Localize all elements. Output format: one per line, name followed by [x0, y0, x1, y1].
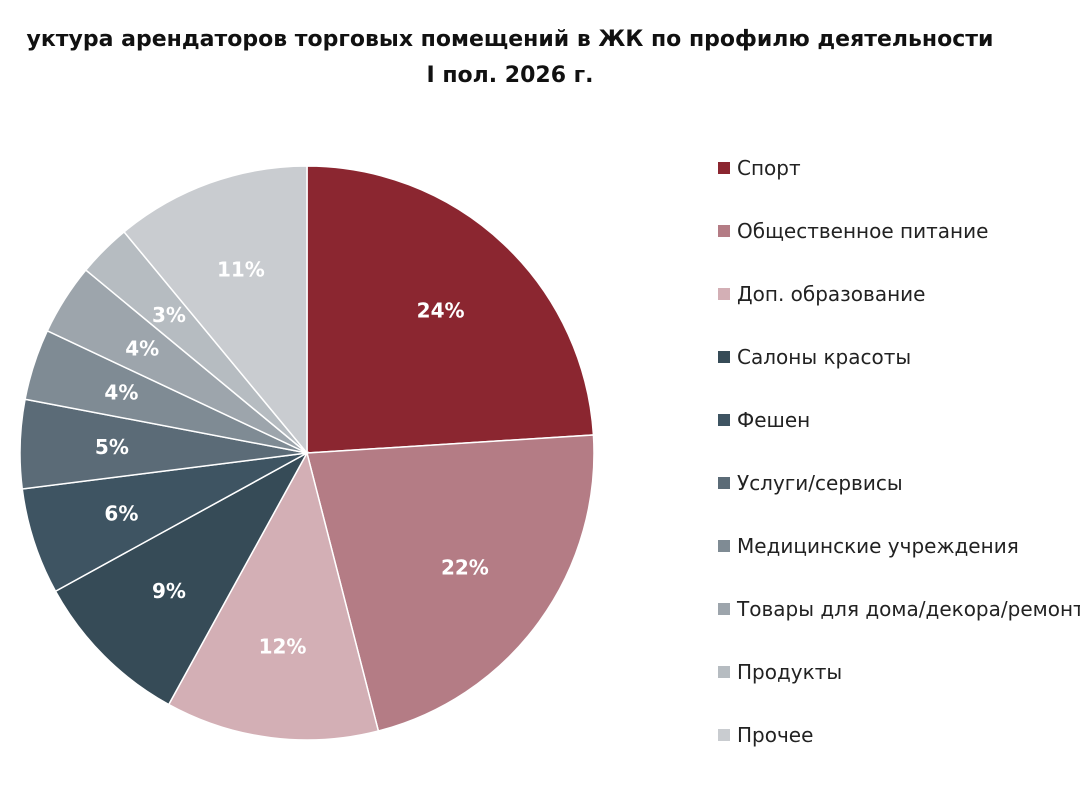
slice-label-1: 22%	[441, 556, 489, 580]
chart-title-line-1: уктура арендаторов торговых помещений в …	[26, 27, 994, 52]
legend-label-3: Салоны красоты	[737, 345, 912, 369]
legend-item-3: Салоны красоты	[716, 339, 1080, 402]
pie-slice-3	[54, 451, 309, 706]
legend-label-9: Прочее	[737, 723, 814, 747]
legend-item-2: Доп. образование	[716, 276, 1080, 339]
legend-label-8: Продукты	[737, 660, 843, 684]
legend-swatch-4	[718, 414, 730, 426]
legend-item-5: Услуги/сервисы	[716, 465, 1080, 528]
legend-item-4: Фешен	[716, 402, 1080, 465]
pie-slice-1	[306, 434, 595, 732]
legend-swatch-3	[718, 351, 730, 363]
legend-label-5: Услуги/сервисы	[737, 471, 903, 495]
legend-label-4: Фешен	[737, 408, 811, 432]
slice-label-4: 6%	[104, 501, 138, 525]
legend-label-7: Товары для дома/декора/ремонта	[737, 597, 1080, 621]
legend-item-8: Продукты	[716, 654, 1080, 717]
legend-item-9: Прочее	[716, 717, 1080, 780]
pie-slice-2	[167, 450, 380, 741]
slice-label-3: 9%	[152, 579, 186, 603]
legend-swatch-1	[718, 225, 730, 237]
legend-item-6: Медицинские учреждения	[716, 528, 1080, 591]
legend-swatch-0	[718, 162, 730, 174]
legend-item-1: Общественное питание	[716, 213, 1080, 276]
slice-label-7: 4%	[125, 336, 159, 360]
chart-title-line-2: I пол. 2026 г.	[426, 63, 594, 88]
slice-label-8: 3%	[152, 303, 186, 327]
legend-label-2: Доп. образование	[737, 282, 926, 306]
legend-swatch-9	[718, 729, 730, 741]
pie-slice-0	[306, 165, 595, 454]
chart-title: уктура арендаторов торговых помещений в …	[0, 22, 1020, 94]
slice-label-6: 4%	[104, 381, 138, 405]
legend-swatch-6	[718, 540, 730, 552]
legend: Спорт Общественное питание Доп. образовани…	[716, 150, 1080, 780]
slice-label-2: 12%	[259, 635, 307, 659]
slice-label-9: 11%	[217, 257, 265, 281]
legend-swatch-5	[718, 477, 730, 489]
slice-label-5: 5%	[95, 435, 129, 459]
legend-item-0: Спорт	[716, 150, 1080, 213]
legend-swatch-8	[718, 666, 730, 678]
slice-label-0: 24%	[417, 299, 465, 323]
legend-label-0: Спорт	[737, 156, 801, 180]
legend-label-1: Общественное питание	[737, 219, 989, 243]
legend-swatch-7	[718, 603, 730, 615]
legend-item-7: Товары для дома/декора/ремонта	[716, 591, 1080, 654]
legend-label-6: Медицинские учреждения	[737, 534, 1019, 558]
legend-swatch-2	[718, 288, 730, 300]
pie-slice-9	[123, 165, 308, 456]
